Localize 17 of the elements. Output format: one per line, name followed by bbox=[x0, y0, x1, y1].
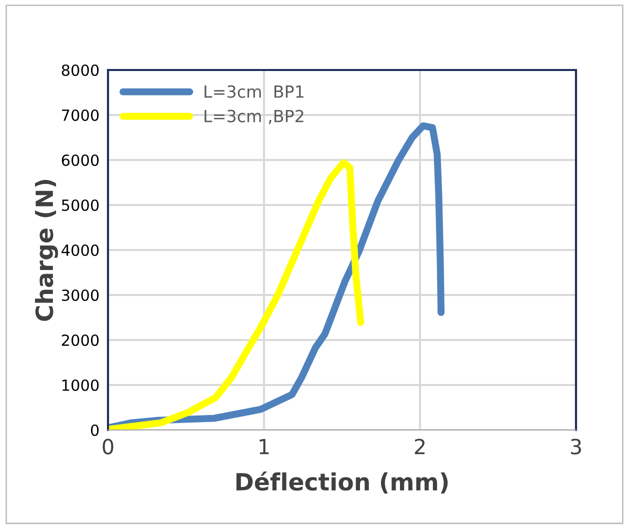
x-tick-label: 1 bbox=[260, 438, 269, 454]
y-tick-label: 6000 bbox=[62, 154, 99, 166]
y-tick-label: 5000 bbox=[62, 199, 99, 212]
y-tick-label: 8000 bbox=[62, 64, 99, 76]
y-tick-label: 4000 bbox=[62, 244, 99, 256]
y-tick-label: 2000 bbox=[62, 334, 99, 346]
y-tick-label: 1000 bbox=[62, 379, 99, 392]
y-tick-label: 7000 bbox=[62, 109, 99, 122]
y-tick-label: 0 bbox=[90, 424, 99, 436]
x-axis-title: Déflection (mm) bbox=[236, 471, 448, 494]
y-axis-title: Charge (N) bbox=[34, 180, 58, 321]
y-tick-label: 3000 bbox=[62, 289, 99, 302]
legend-label: L=3cm ,BP2 bbox=[204, 110, 304, 124]
x-tick-label: 2 bbox=[414, 438, 425, 454]
legend-label: L=3cm BP1 bbox=[204, 85, 304, 98]
x-tick-label: 3 bbox=[570, 438, 581, 454]
x-tick-label: 0 bbox=[102, 438, 114, 454]
